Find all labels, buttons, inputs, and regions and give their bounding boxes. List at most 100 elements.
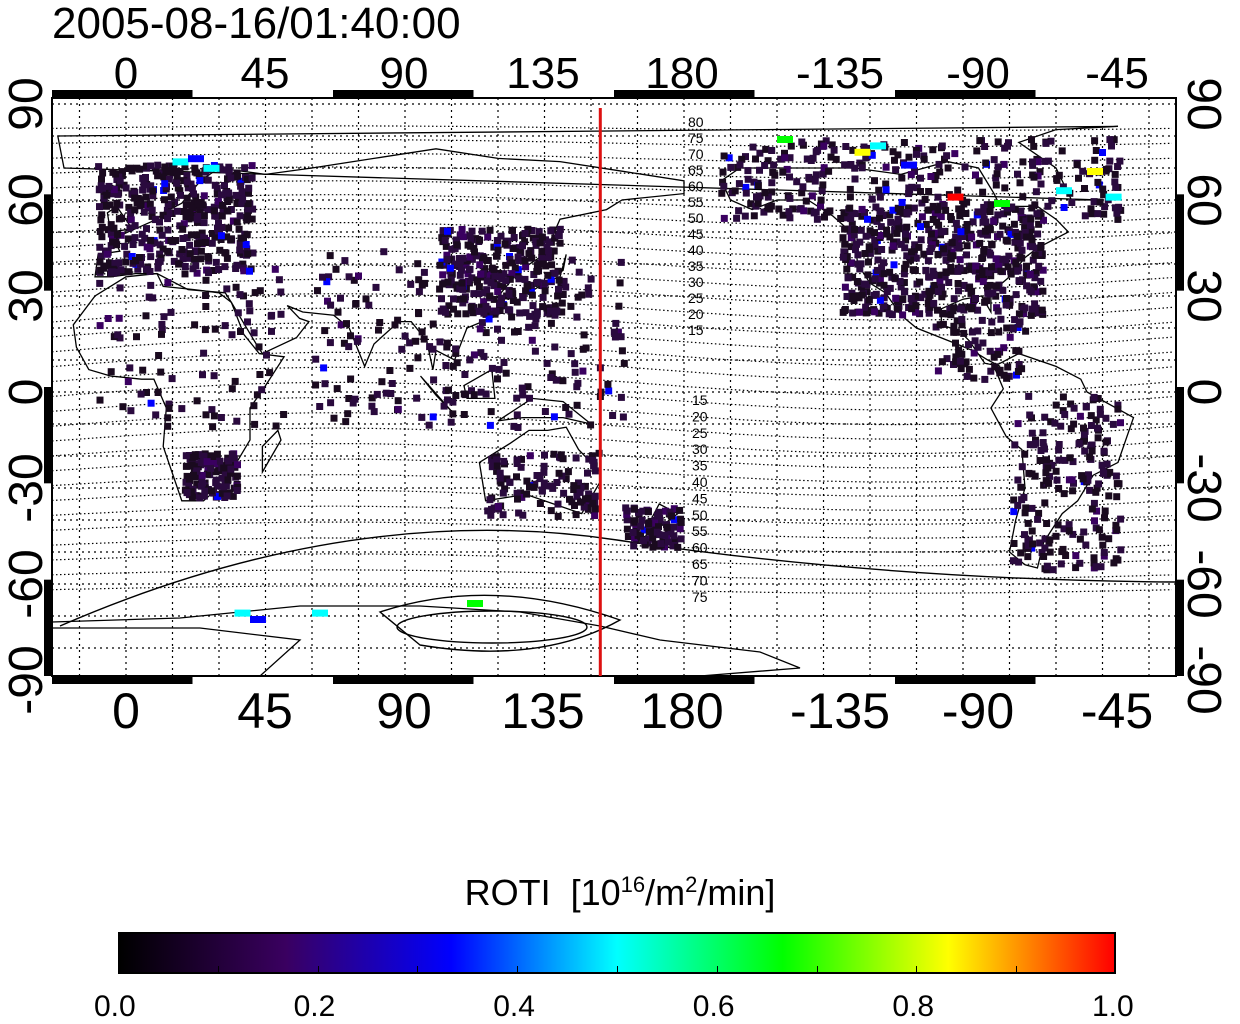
roti-cell	[864, 144, 871, 152]
roti-cell	[280, 411, 288, 418]
magnetic-contour	[52, 264, 1173, 290]
roti-cell	[620, 359, 628, 367]
roti-cell	[1002, 301, 1010, 309]
roti-cell	[103, 250, 111, 258]
roti-cell	[96, 203, 103, 211]
roti-cell	[1008, 203, 1016, 211]
roti-cell	[453, 241, 461, 249]
roti-cell	[112, 170, 120, 178]
roti-cell	[1031, 274, 1039, 282]
roti-cell	[439, 228, 447, 236]
roti-cell	[244, 318, 251, 326]
roti-cell	[999, 255, 1007, 263]
roti-cell	[536, 239, 544, 247]
roti-cell	[544, 254, 552, 261]
roti-cell	[875, 309, 883, 317]
colorbar-unit-mid: /m	[645, 872, 686, 913]
contour-label: 15	[688, 322, 704, 338]
roti-cell	[1033, 210, 1041, 218]
roti-cell-high	[312, 609, 328, 617]
roti-cell	[793, 178, 801, 186]
roti-cell	[194, 463, 202, 471]
roti-cell	[1086, 453, 1094, 461]
roti-cell	[1112, 472, 1120, 480]
roti-cell	[210, 207, 218, 215]
roti-cell	[146, 200, 154, 208]
roti-cell	[1036, 168, 1044, 176]
roti-cell	[1018, 254, 1026, 262]
roti-cell	[513, 456, 521, 464]
roti-cell	[1058, 147, 1066, 155]
roti-cell	[876, 193, 884, 201]
roti-cell	[158, 330, 165, 338]
roti-cell	[674, 543, 682, 551]
roti-cell	[341, 257, 349, 265]
roti-cell	[191, 451, 199, 459]
roti-cell	[1098, 533, 1106, 541]
frame-scale-bar	[52, 90, 193, 98]
roti-cell	[862, 232, 870, 240]
lat-tick-left: 90	[0, 77, 53, 130]
roti-cell	[468, 387, 475, 395]
roti-cell	[140, 181, 148, 189]
lon-tick-bottom: 180	[640, 683, 723, 739]
roti-cell	[1043, 520, 1051, 527]
roti-cell	[871, 236, 879, 244]
roti-cell	[821, 213, 828, 221]
roti-cell	[950, 322, 958, 330]
roti-cell	[139, 366, 147, 374]
roti-cell	[531, 322, 539, 330]
roti-cell	[869, 216, 877, 224]
roti-cell	[747, 200, 755, 208]
roti-cell	[876, 207, 884, 215]
colorbar-tick-label: 1.0	[1092, 990, 1134, 1023]
roti-cell	[973, 147, 981, 155]
roti-cell	[994, 307, 1002, 315]
roti-cell	[191, 168, 199, 176]
roti-cell	[320, 364, 328, 372]
roti-cell	[861, 250, 869, 257]
roti-cell	[506, 478, 514, 486]
roti-cell	[968, 305, 976, 313]
roti-cell	[940, 202, 948, 209]
roti-cell	[196, 494, 204, 502]
roti-cell	[872, 203, 880, 211]
roti-cell	[849, 273, 857, 281]
frame-scale-bar	[1176, 579, 1184, 676]
roti-cell	[975, 177, 983, 185]
roti-cell	[614, 328, 622, 336]
roti-cell	[640, 526, 648, 534]
roti-cell	[912, 302, 920, 310]
magnetic-pole-contour	[59, 529, 1176, 627]
roti-cell	[856, 265, 864, 273]
roti-cell	[880, 294, 888, 302]
roti-cell	[415, 276, 423, 284]
roti-cell	[212, 468, 220, 476]
roti-cell	[967, 265, 975, 273]
roti-cell	[448, 245, 456, 253]
roti-cell	[907, 295, 915, 302]
roti-cell	[1023, 282, 1031, 290]
roti-cell	[319, 273, 326, 281]
roti-cell	[238, 199, 246, 207]
roti-cell	[184, 254, 191, 262]
roti-cell	[551, 311, 559, 319]
roti-cell	[994, 163, 1002, 171]
roti-cell	[982, 218, 990, 226]
roti-cell	[1076, 559, 1084, 567]
roti-cell	[553, 479, 561, 486]
roti-cell	[974, 208, 982, 216]
roti-cell	[418, 413, 426, 421]
roti-cell	[530, 483, 538, 491]
roti-cell	[543, 359, 551, 367]
roti-cell	[352, 300, 360, 308]
roti-cell	[1010, 496, 1018, 504]
roti-cell	[439, 280, 447, 288]
roti-cell	[1067, 400, 1075, 408]
roti-cell	[173, 207, 181, 215]
roti-cell	[925, 287, 933, 295]
roti-cell	[1034, 230, 1042, 238]
roti-cell	[327, 399, 335, 407]
roti-cell	[103, 191, 111, 199]
roti-cell	[1101, 203, 1109, 211]
